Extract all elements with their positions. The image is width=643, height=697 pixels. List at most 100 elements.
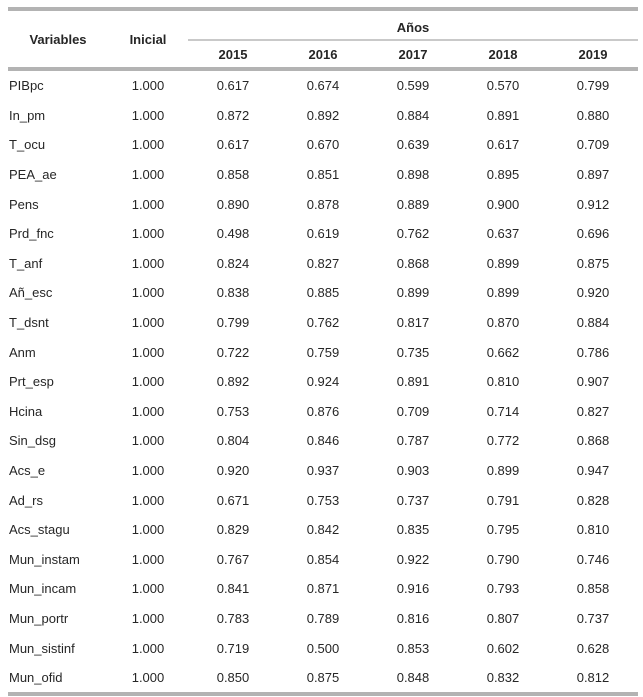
table-row: T_ocu 1.000 0.617 0.670 0.639 0.617 0.709: [8, 130, 638, 160]
year-value-cell: 0.759: [306, 344, 340, 360]
year-value-cell: 0.498: [216, 226, 250, 242]
header-row-years: 2015 2016 2017 2018 2019: [8, 40, 638, 71]
variable-name-cell: Prd_fnc: [9, 226, 54, 242]
year-value-cell: 0.838: [216, 285, 250, 301]
table-row: PIBpc 1.000 0.617 0.674 0.599 0.570 0.799: [8, 69, 638, 101]
table-body: PIBpc 1.000 0.617 0.674 0.599 0.570 0.799 In_pm…: [8, 69, 638, 694]
year-value-cell: 0.853: [396, 640, 430, 656]
year-value-cell: 0.719: [216, 640, 250, 656]
year-value-cell: 0.835: [396, 522, 430, 538]
year-value-cell: 0.804: [216, 433, 250, 449]
year-value-cell: 0.892: [216, 374, 250, 390]
year-value-cell: 0.884: [576, 315, 610, 331]
year-value-cell: 0.895: [486, 167, 520, 183]
variable-name-cell: PEA_ae: [9, 167, 57, 183]
year-value-cell: 0.810: [486, 374, 520, 390]
results-table: Variables Inicial Años 2015 2016 2017 20…: [8, 7, 638, 697]
column-header-variables: Variables: [8, 9, 108, 71]
year-value-cell: 0.696: [576, 226, 610, 242]
year-value-cell: 0.709: [576, 137, 610, 153]
year-value-cell: 0.828: [576, 492, 610, 508]
year-value-cell: 0.639: [396, 137, 430, 153]
inicial-value-cell: 1.000: [131, 167, 165, 183]
year-value-cell: 0.674: [306, 78, 340, 94]
year-value-cell: 0.880: [576, 107, 610, 123]
variable-name-cell: T_ocu: [9, 137, 46, 153]
variable-name-cell: Hcina: [9, 403, 43, 419]
year-value-cell: 0.617: [216, 137, 250, 153]
inicial-value-cell: 1.000: [131, 374, 165, 390]
year-value-cell: 0.735: [396, 344, 430, 360]
year-value-cell: 0.898: [396, 167, 430, 183]
year-value-cell: 0.793: [486, 581, 520, 597]
column-group-header-anos: Años: [188, 9, 638, 41]
table-row: Mun_sistinf 1.000 0.719 0.500 0.853 0.602 0.62…: [8, 633, 638, 663]
year-value-cell: 0.670: [306, 137, 340, 153]
year-value-cell: 0.851: [306, 167, 340, 183]
table-row: Mun_ofid 1.000 0.850 0.875 0.848 0.832 0.812: [8, 663, 638, 695]
inicial-value-cell: 1.000: [131, 433, 165, 449]
year-value-cell: 0.662: [486, 344, 520, 360]
year-value-cell: 0.746: [576, 551, 610, 567]
table-row: Anm 1.000 0.722 0.759 0.735 0.662 0.786: [8, 337, 638, 367]
year-value-cell: 0.827: [576, 403, 610, 419]
inicial-value-cell: 1.000: [131, 463, 165, 479]
year-value-cell: 0.848: [396, 670, 430, 686]
inicial-value-cell: 1.000: [131, 522, 165, 538]
year-value-cell: 0.812: [576, 670, 610, 686]
year-value-cell: 0.900: [486, 196, 520, 212]
year-value-cell: 0.709: [396, 403, 430, 419]
year-value-cell: 0.870: [486, 315, 520, 331]
variable-name-cell: T_dsnt: [9, 315, 49, 331]
inicial-value-cell: 1.000: [131, 403, 165, 419]
year-value-cell: 0.737: [576, 610, 610, 626]
year-value-cell: 0.947: [576, 463, 610, 479]
year-value-cell: 0.787: [396, 433, 430, 449]
year-value-cell: 0.920: [216, 463, 250, 479]
year-value-cell: 0.891: [396, 374, 430, 390]
variable-name-cell: Mun_incam: [9, 581, 77, 597]
table-row: T_dsnt 1.000 0.799 0.762 0.817 0.870 0.884: [8, 308, 638, 338]
year-value-cell: 0.920: [576, 285, 610, 301]
year-value-cell: 0.899: [486, 463, 520, 479]
inicial-value-cell: 1.000: [131, 640, 165, 656]
variable-name-cell: Añ_esc: [9, 285, 53, 301]
table-row: Hcina 1.000 0.753 0.876 0.709 0.714 0.827: [8, 397, 638, 427]
variable-name-cell: Pens: [9, 196, 39, 212]
year-value-cell: 0.846: [306, 433, 340, 449]
year-value-cell: 0.858: [576, 581, 610, 597]
year-value-cell: 0.637: [486, 226, 520, 242]
year-value-cell: 0.876: [306, 403, 340, 419]
year-value-cell: 0.617: [486, 137, 520, 153]
year-value-cell: 0.619: [306, 226, 340, 242]
year-value-cell: 0.790: [486, 551, 520, 567]
inicial-value-cell: 1.000: [131, 344, 165, 360]
table-row: Ad_rs 1.000 0.671 0.753 0.737 0.791 0.828: [8, 485, 638, 515]
year-value-cell: 0.602: [486, 640, 520, 656]
year-value-cell: 0.829: [216, 522, 250, 538]
year-value-cell: 0.827: [306, 255, 340, 271]
year-value-cell: 0.737: [396, 492, 430, 508]
year-value-cell: 0.817: [396, 315, 430, 331]
year-value-cell: 0.841: [216, 581, 250, 597]
table-row: Mun_instam 1.000 0.767 0.854 0.922 0.790 0.746: [8, 545, 638, 575]
variable-name-cell: Mun_portr: [9, 610, 69, 626]
column-header-2016: 2016: [278, 40, 368, 71]
year-value-cell: 0.872: [216, 107, 250, 123]
year-value-cell: 0.789: [306, 610, 340, 626]
inicial-value-cell: 1.000: [131, 196, 165, 212]
year-value-cell: 0.854: [306, 551, 340, 567]
year-value-cell: 0.753: [306, 492, 340, 508]
year-value-cell: 0.799: [216, 315, 250, 331]
variable-name-cell: Anm: [9, 344, 36, 360]
variable-name-cell: Mun_ofid: [9, 670, 63, 686]
table-row: PEA_ae 1.000 0.858 0.851 0.898 0.895 0.897: [8, 160, 638, 190]
column-header-2015: 2015: [188, 40, 278, 71]
year-value-cell: 0.916: [396, 581, 430, 597]
year-value-cell: 0.899: [396, 285, 430, 301]
inicial-value-cell: 1.000: [131, 581, 165, 597]
inicial-value-cell: 1.000: [131, 551, 165, 567]
year-value-cell: 0.890: [216, 196, 250, 212]
table-row: Mun_incam 1.000 0.841 0.871 0.916 0.793 0.858: [8, 574, 638, 604]
table-header: Variables Inicial Años 2015 2016 2017 20…: [8, 9, 638, 71]
